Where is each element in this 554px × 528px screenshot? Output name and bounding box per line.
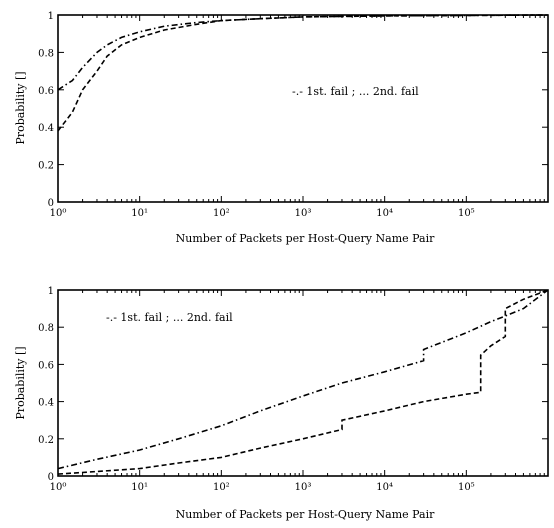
y-tick-label: 0.8 [38,323,54,334]
x-tick-label: 10⁰ [50,482,67,493]
y-tick-label: 0.2 [38,435,54,446]
x-tick-labels-bottom: 10⁰ 10¹ 10² 10³ 10⁴ 10⁵ [50,482,475,493]
y-tick-label: 0.8 [38,48,54,59]
tick-marks-top [57,14,548,203]
series-line-1st-fail [57,14,549,91]
x-tick-label: 10⁴ [376,482,393,493]
y-axis-label-top: Probability [] [14,71,27,144]
x-tick-label: 10⁰ [50,208,67,219]
series-group-top [57,14,549,132]
y-tick-label: 1 [48,11,54,22]
x-axis-label-bottom: Number of Packets per Host-Query Name Pa… [176,508,435,521]
legend-top: -.- 1st. fail ; ... 2nd. fail [292,85,419,98]
tick-marks-bottom [57,289,548,477]
series-line-2nd-fail [57,14,549,132]
x-axis-label-top: Number of Packets per Host-Query Name Pa… [176,232,435,245]
series-line-1st-fail [57,289,549,470]
series-line-2nd-fail [57,289,549,475]
x-tick-label: 10³ [295,208,312,219]
y-tick-label: 0.2 [38,161,54,172]
y-tick-label: 1 [48,286,54,297]
x-tick-label: 10² [213,208,230,219]
chart-bottom: 1 0.8 0.6 0.4 0.2 0 10⁰ 10¹ 10² 10³ 10⁴ … [14,286,549,521]
x-tick-label: 10¹ [131,482,148,493]
y-tick-label: 0.4 [38,123,54,134]
x-tick-label: 10⁴ [376,208,393,219]
x-tick-label: 10⁵ [458,482,475,493]
legend-bottom: -.- 1st. fail ; ... 2nd. fail [106,311,233,324]
y-axis-label-bottom: Probability [] [14,346,27,419]
y-tick-labels-top: 1 0.8 0.6 0.4 0.2 0 [38,11,54,209]
y-tick-label: 0.4 [38,398,54,409]
x-tick-label: 10² [213,482,230,493]
x-tick-label: 10⁵ [458,208,475,219]
y-tick-label: 0.6 [38,86,54,97]
y-tick-label: 0 [48,472,54,483]
chart-top: 1 0.8 0.6 0.4 0.2 0 10⁰ 10¹ 10² 10³ 10⁴ … [14,11,549,245]
plot-frame-top [57,14,549,203]
x-tick-label: 10³ [295,482,312,493]
x-tick-labels-top: 10⁰ 10¹ 10² 10³ 10⁴ 10⁵ [50,208,475,219]
y-tick-label: 0.6 [38,360,54,371]
series-group-bottom [57,289,549,475]
y-tick-labels-bottom: 1 0.8 0.6 0.4 0.2 0 [38,286,54,483]
y-tick-label: 0 [48,198,54,209]
x-tick-label: 10¹ [131,208,148,219]
